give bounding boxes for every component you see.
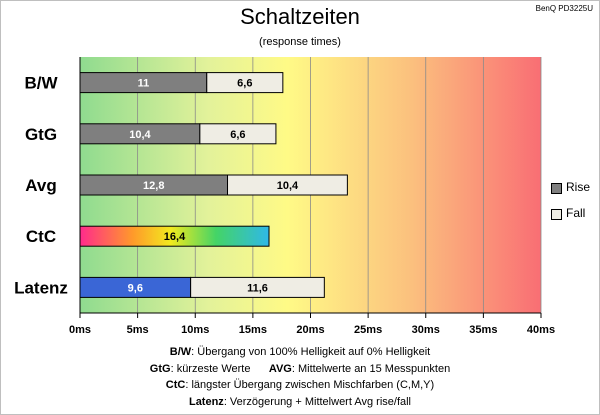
category-label: GtG (25, 125, 57, 144)
footnotes: B/W: Übergang von 100% Helligkeit auf 0%… (0, 344, 600, 410)
data-label: 16,4 (164, 231, 186, 243)
rise-swatch (551, 183, 562, 194)
legend-label-fall: Fall (566, 206, 586, 220)
chart-title: Schaltzeiten (240, 4, 360, 29)
data-label: 9,6 (128, 282, 143, 294)
bar-segment (190, 276, 325, 298)
footnote-key: B/W (169, 346, 192, 358)
x-tick-label: 40ms (527, 324, 555, 336)
bar-segment (227, 174, 348, 196)
bar-segment (206, 72, 284, 94)
category-label: B/W (24, 74, 58, 93)
x-tick-label: 20ms (296, 324, 324, 336)
footnote-text: : Verzögerung + Mittelwert Avg rise/fall (223, 395, 412, 408)
bar-segment (199, 123, 277, 145)
data-label: 11 (138, 78, 150, 90)
chart-subtitle: (response times) (259, 36, 341, 48)
footnote-bw: B/W: Übergang von 100% Helligkeit auf 0%… (0, 344, 600, 361)
footnote-text: : Übergang von 100% Helligkeit auf 0% He… (191, 346, 431, 358)
x-tick-label: 5ms (127, 324, 149, 336)
bar-segment (79, 225, 270, 247)
footnote-gtg-avg: GtG: kürzeste Werte AVG: Mittelwerte an … (0, 361, 600, 378)
data-label: 6,6 (230, 129, 245, 141)
data-label: 12,8 (143, 180, 164, 192)
data-label: 10,4 (277, 180, 299, 192)
category-label: Latenz (14, 278, 68, 297)
footnote-latenz: Latenz: Verzögerung + Mittelwert Avg ris… (0, 394, 600, 411)
data-label: 10,4 (129, 129, 151, 141)
x-tick-label: 0ms (69, 324, 91, 336)
footnote-text: : längster Übergang zwischen Mischfarben… (185, 379, 435, 391)
x-tick-label: 25ms (354, 324, 382, 336)
data-label: 11,6 (247, 282, 268, 294)
x-tick-label: 30ms (412, 324, 440, 336)
monitor-model-label: BenQ PD3225U (535, 4, 593, 13)
footnote-key: Latenz (188, 395, 224, 408)
footnote-key: AVG (268, 362, 292, 375)
legend-label-rise: Rise (566, 180, 591, 194)
footnote-key: CtC (165, 379, 186, 391)
x-tick-label: 15ms (239, 324, 267, 336)
footnote-text: : Mittelwerte an 15 Messpunkten (291, 362, 451, 375)
category-label: CtC (26, 227, 56, 246)
fall-swatch (551, 209, 562, 220)
x-tick-label: 35ms (469, 324, 497, 336)
data-label: 6,6 (237, 78, 252, 90)
footnote-text: : kürzeste Werte (170, 362, 251, 375)
category-label: Avg (25, 176, 57, 195)
footnote-key: GtG (149, 362, 171, 375)
footnote-ctc: CtC: längster Übergang zwischen Mischfar… (0, 377, 600, 394)
x-tick-label: 10ms (181, 324, 209, 336)
